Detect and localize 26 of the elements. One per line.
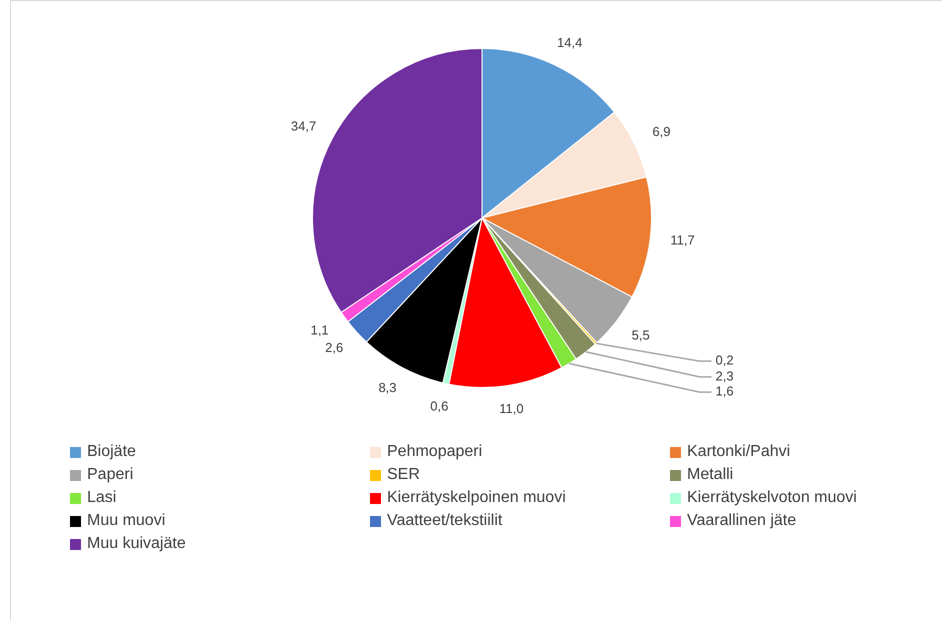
legend-label: Metalli [687, 466, 734, 484]
legend-label: Kierrätyskelpoinen muovi [387, 489, 566, 507]
legend-label: Muu muovi [87, 512, 166, 530]
legend-label: Kartonki/Pahvi [687, 443, 790, 461]
data-label: 2,6 [325, 340, 344, 355]
legend-label: Biojäte [87, 443, 136, 461]
data-label: 11,0 [499, 401, 524, 416]
legend-label: Lasi [87, 489, 116, 507]
data-label: 6,9 [652, 124, 670, 139]
data-label: 0,6 [430, 398, 448, 414]
legend-label: Vaarallinen jäte [687, 512, 796, 530]
legend-label: Paperi [87, 466, 134, 484]
legend-label: Kierrätyskelvoton muovi [687, 489, 857, 507]
legend-label: Muu kuivajäte [87, 535, 186, 553]
data-label: 11,7 [670, 232, 695, 248]
legend-label: SER [387, 466, 420, 484]
data-label: 2,3 [715, 368, 734, 384]
data-label: 1,6 [715, 384, 734, 399]
legend-label: Vaatteet/tekstiilit [387, 512, 502, 530]
legend-label: Pehmopaperi [387, 443, 482, 461]
data-label: 1,1 [310, 322, 329, 338]
data-label: 0,2 [715, 352, 734, 368]
data-label: 34,7 [290, 118, 316, 134]
data-label: 8,3 [378, 380, 397, 396]
data-label: 5,5 [632, 328, 650, 343]
data-label: 14,4 [557, 35, 582, 50]
